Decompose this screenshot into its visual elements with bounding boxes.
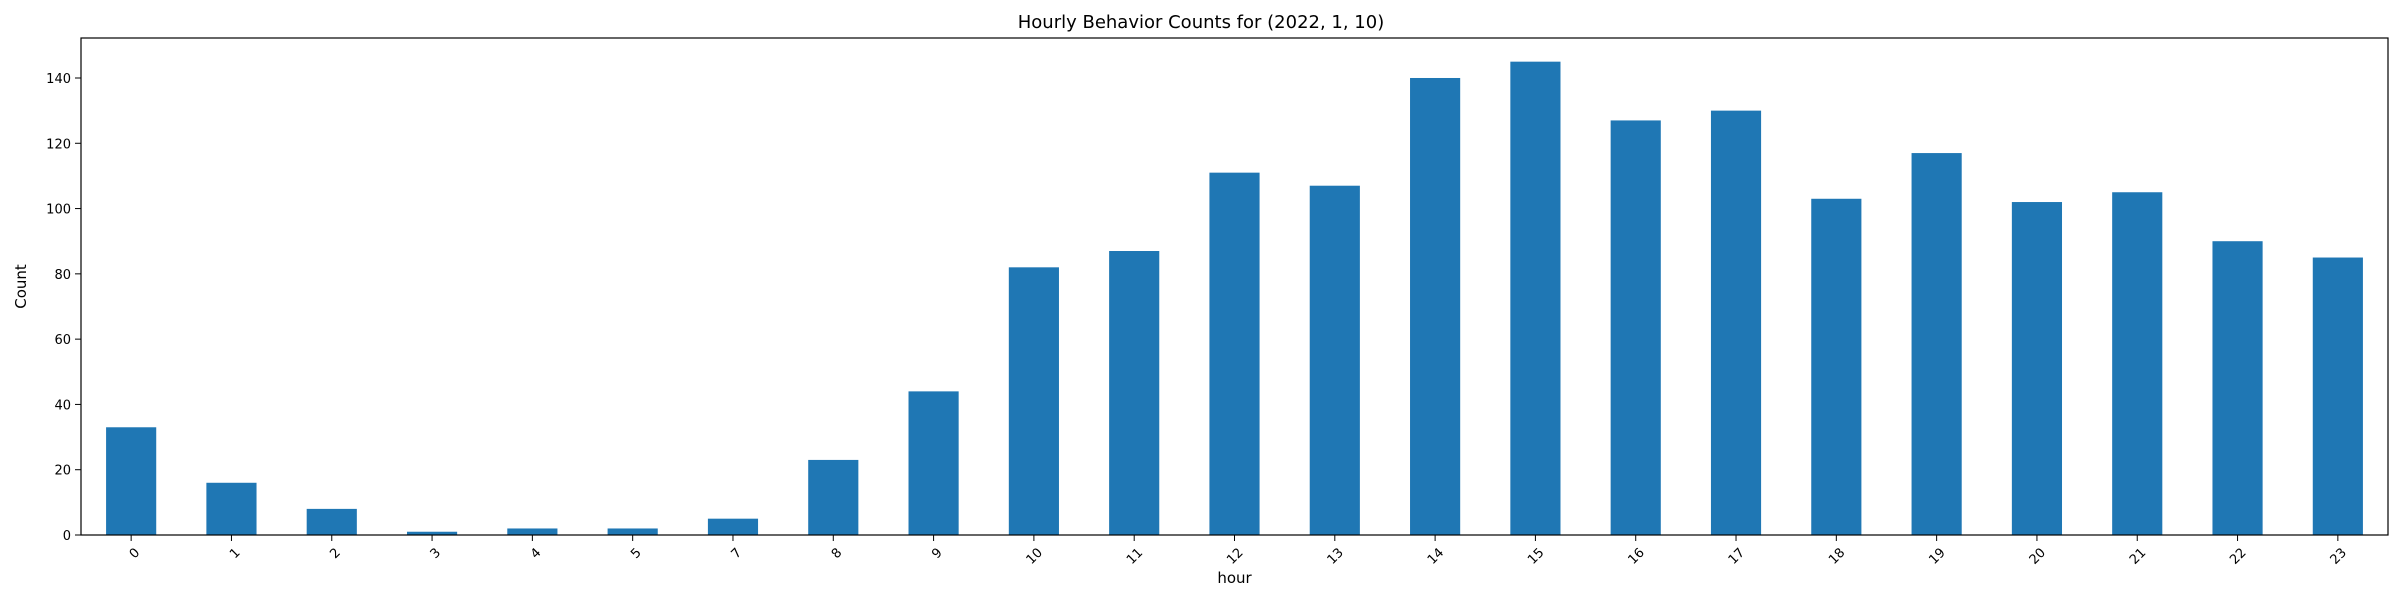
bar-hour-4	[507, 528, 558, 535]
x-tick-label: 20	[2027, 545, 2049, 567]
x-tick-label: 18	[1826, 545, 1848, 567]
y-tick-label: 120	[46, 137, 71, 152]
x-axis-label: hour	[1217, 569, 1252, 587]
x-tick-label: 22	[2227, 545, 2249, 567]
x-tick-label: 9	[929, 545, 945, 561]
y-tick-label: 40	[54, 398, 71, 413]
x-tick-label: 4	[528, 545, 544, 561]
y-tick-label: 140	[46, 72, 71, 87]
bar-hour-2	[306, 508, 357, 535]
y-tick-label: 60	[54, 333, 71, 348]
y-tick-label: 20	[54, 464, 71, 479]
y-tick-label: 100	[46, 203, 71, 218]
bar-hour-18	[1811, 198, 1862, 535]
bar-hour-23	[2312, 257, 2363, 535]
bar-hour-1	[206, 482, 257, 535]
x-tick-label: 11	[1124, 545, 1146, 567]
x-axis-ticks: 0 1 2 3 4 5 7 8 9 10 11 12 13 14 15 16 17 18 19 20 21 22 23	[127, 535, 2350, 568]
x-tick-label: 12	[1224, 545, 1246, 567]
bar-hour-10	[1008, 267, 1059, 535]
bar-hour-11	[1109, 251, 1160, 535]
bar-hour-12	[1209, 172, 1260, 536]
x-tick-label: 19	[1926, 545, 1948, 567]
bar-hour-15	[1510, 61, 1561, 536]
x-tick-label: 3	[428, 545, 444, 561]
bar-hour-20	[2011, 202, 2063, 535]
bar-hour-3	[406, 531, 458, 535]
bar-hour-7	[707, 518, 759, 535]
x-tick-label: 16	[1625, 545, 1647, 567]
bar-hour-5	[607, 528, 658, 535]
x-tick-label: 17	[1726, 545, 1748, 567]
x-tick-label: 1	[227, 545, 243, 561]
x-tick-label: 0	[127, 545, 143, 561]
x-tick-label: 5	[628, 545, 644, 561]
y-axis-label: Count	[12, 264, 30, 309]
y-tick-label: 0	[63, 529, 71, 544]
bar-hour-0	[106, 427, 157, 535]
x-tick-label: 21	[2127, 545, 2149, 567]
chart-title: Hourly Behavior Counts for (2022, 1, 10)	[1018, 12, 1385, 33]
bar-hour-22	[2212, 241, 2263, 535]
y-axis-ticks: 0 20 40 60 80 100 120 140	[46, 72, 81, 544]
bar-hour-17	[1710, 110, 1762, 535]
bars-group	[106, 61, 2363, 536]
x-tick-label: 23	[2328, 545, 2350, 567]
bar-hour-21	[2112, 192, 2163, 535]
bar-hour-19	[1911, 153, 1962, 535]
x-tick-label: 15	[1525, 545, 1547, 567]
y-tick-label: 80	[54, 268, 71, 283]
x-tick-label: 8	[829, 545, 845, 561]
bar-hour-9	[908, 391, 959, 535]
x-tick-label: 10	[1024, 545, 1046, 567]
bar-hour-14	[1410, 77, 1461, 536]
plot-frame	[80, 37, 2389, 536]
bar-hour-13	[1309, 185, 1360, 535]
x-tick-label: 14	[1425, 545, 1447, 567]
bar-hour-8	[808, 459, 859, 535]
x-tick-label: 13	[1325, 545, 1347, 567]
x-tick-label: 7	[729, 545, 745, 561]
bar-hour-16	[1610, 120, 1661, 535]
x-tick-label: 2	[327, 545, 343, 561]
